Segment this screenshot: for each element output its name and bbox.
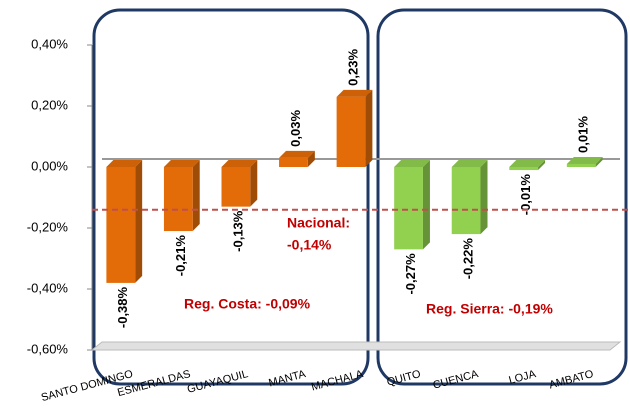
sierra-annotation: Reg. Sierra: -0,19% (426, 301, 553, 317)
bar-side (307, 150, 315, 167)
bar (163, 167, 193, 232)
bar-side (250, 160, 258, 207)
bar (394, 167, 423, 250)
bar-top (221, 160, 258, 167)
bar (451, 167, 481, 235)
bar-top (566, 156, 603, 164)
floor (90, 341, 622, 351)
value-label: -0,22% (461, 238, 476, 280)
bar-side (365, 89, 373, 167)
value-label: 0,23% (345, 49, 360, 86)
value-label: -0,21% (173, 235, 188, 277)
bar-top (336, 89, 373, 97)
bar-top (106, 160, 143, 167)
bar-top (451, 160, 488, 167)
sierra-frame (376, 8, 628, 386)
value-label: -0,13% (230, 210, 245, 252)
bar-top (163, 160, 200, 167)
bar (509, 167, 539, 171)
x-tick-label: QUITO (386, 368, 423, 389)
y-tick-label: -0,60% (27, 341, 69, 356)
bar (336, 96, 366, 167)
costa-annotation: Reg. Costa: -0,09% (184, 296, 311, 312)
bar-side (422, 160, 430, 250)
bar (279, 157, 308, 167)
value-label: -0,01% (518, 174, 533, 216)
bar-top (394, 160, 430, 167)
x-tick-label: MACHALA (310, 368, 365, 394)
x-tick-label: AMBATO (548, 368, 595, 391)
x-tick-label: MANTA (267, 368, 307, 390)
reference-label: Nacional: (287, 214, 350, 230)
bar-side (192, 160, 200, 232)
y-tick-label: -0,40% (27, 280, 69, 295)
y-tick-label: 0,00% (31, 158, 68, 173)
value-label: -0,38% (115, 286, 130, 328)
bar-top (509, 160, 546, 167)
value-label: 0,01% (576, 116, 591, 153)
bar-side (480, 160, 488, 235)
value-label: -0,27% (403, 253, 418, 295)
costa-frame (92, 8, 370, 386)
x-tick-label: GUAYAQUIL (186, 368, 250, 396)
y-tick-label: 0,20% (31, 97, 68, 112)
bar-side (538, 160, 546, 171)
value-label: 0,03% (288, 110, 303, 147)
bar-side (595, 156, 603, 167)
bar (566, 163, 596, 167)
reference-label: -0,14% (287, 236, 332, 252)
bar (221, 167, 251, 207)
bar-top (279, 150, 315, 158)
bar-side (135, 160, 143, 283)
x-tick-label: CUENCA (432, 368, 481, 392)
y-tick-label: 0,40% (31, 36, 68, 51)
bar (106, 167, 136, 283)
y-tick-label: -0,20% (27, 219, 69, 234)
